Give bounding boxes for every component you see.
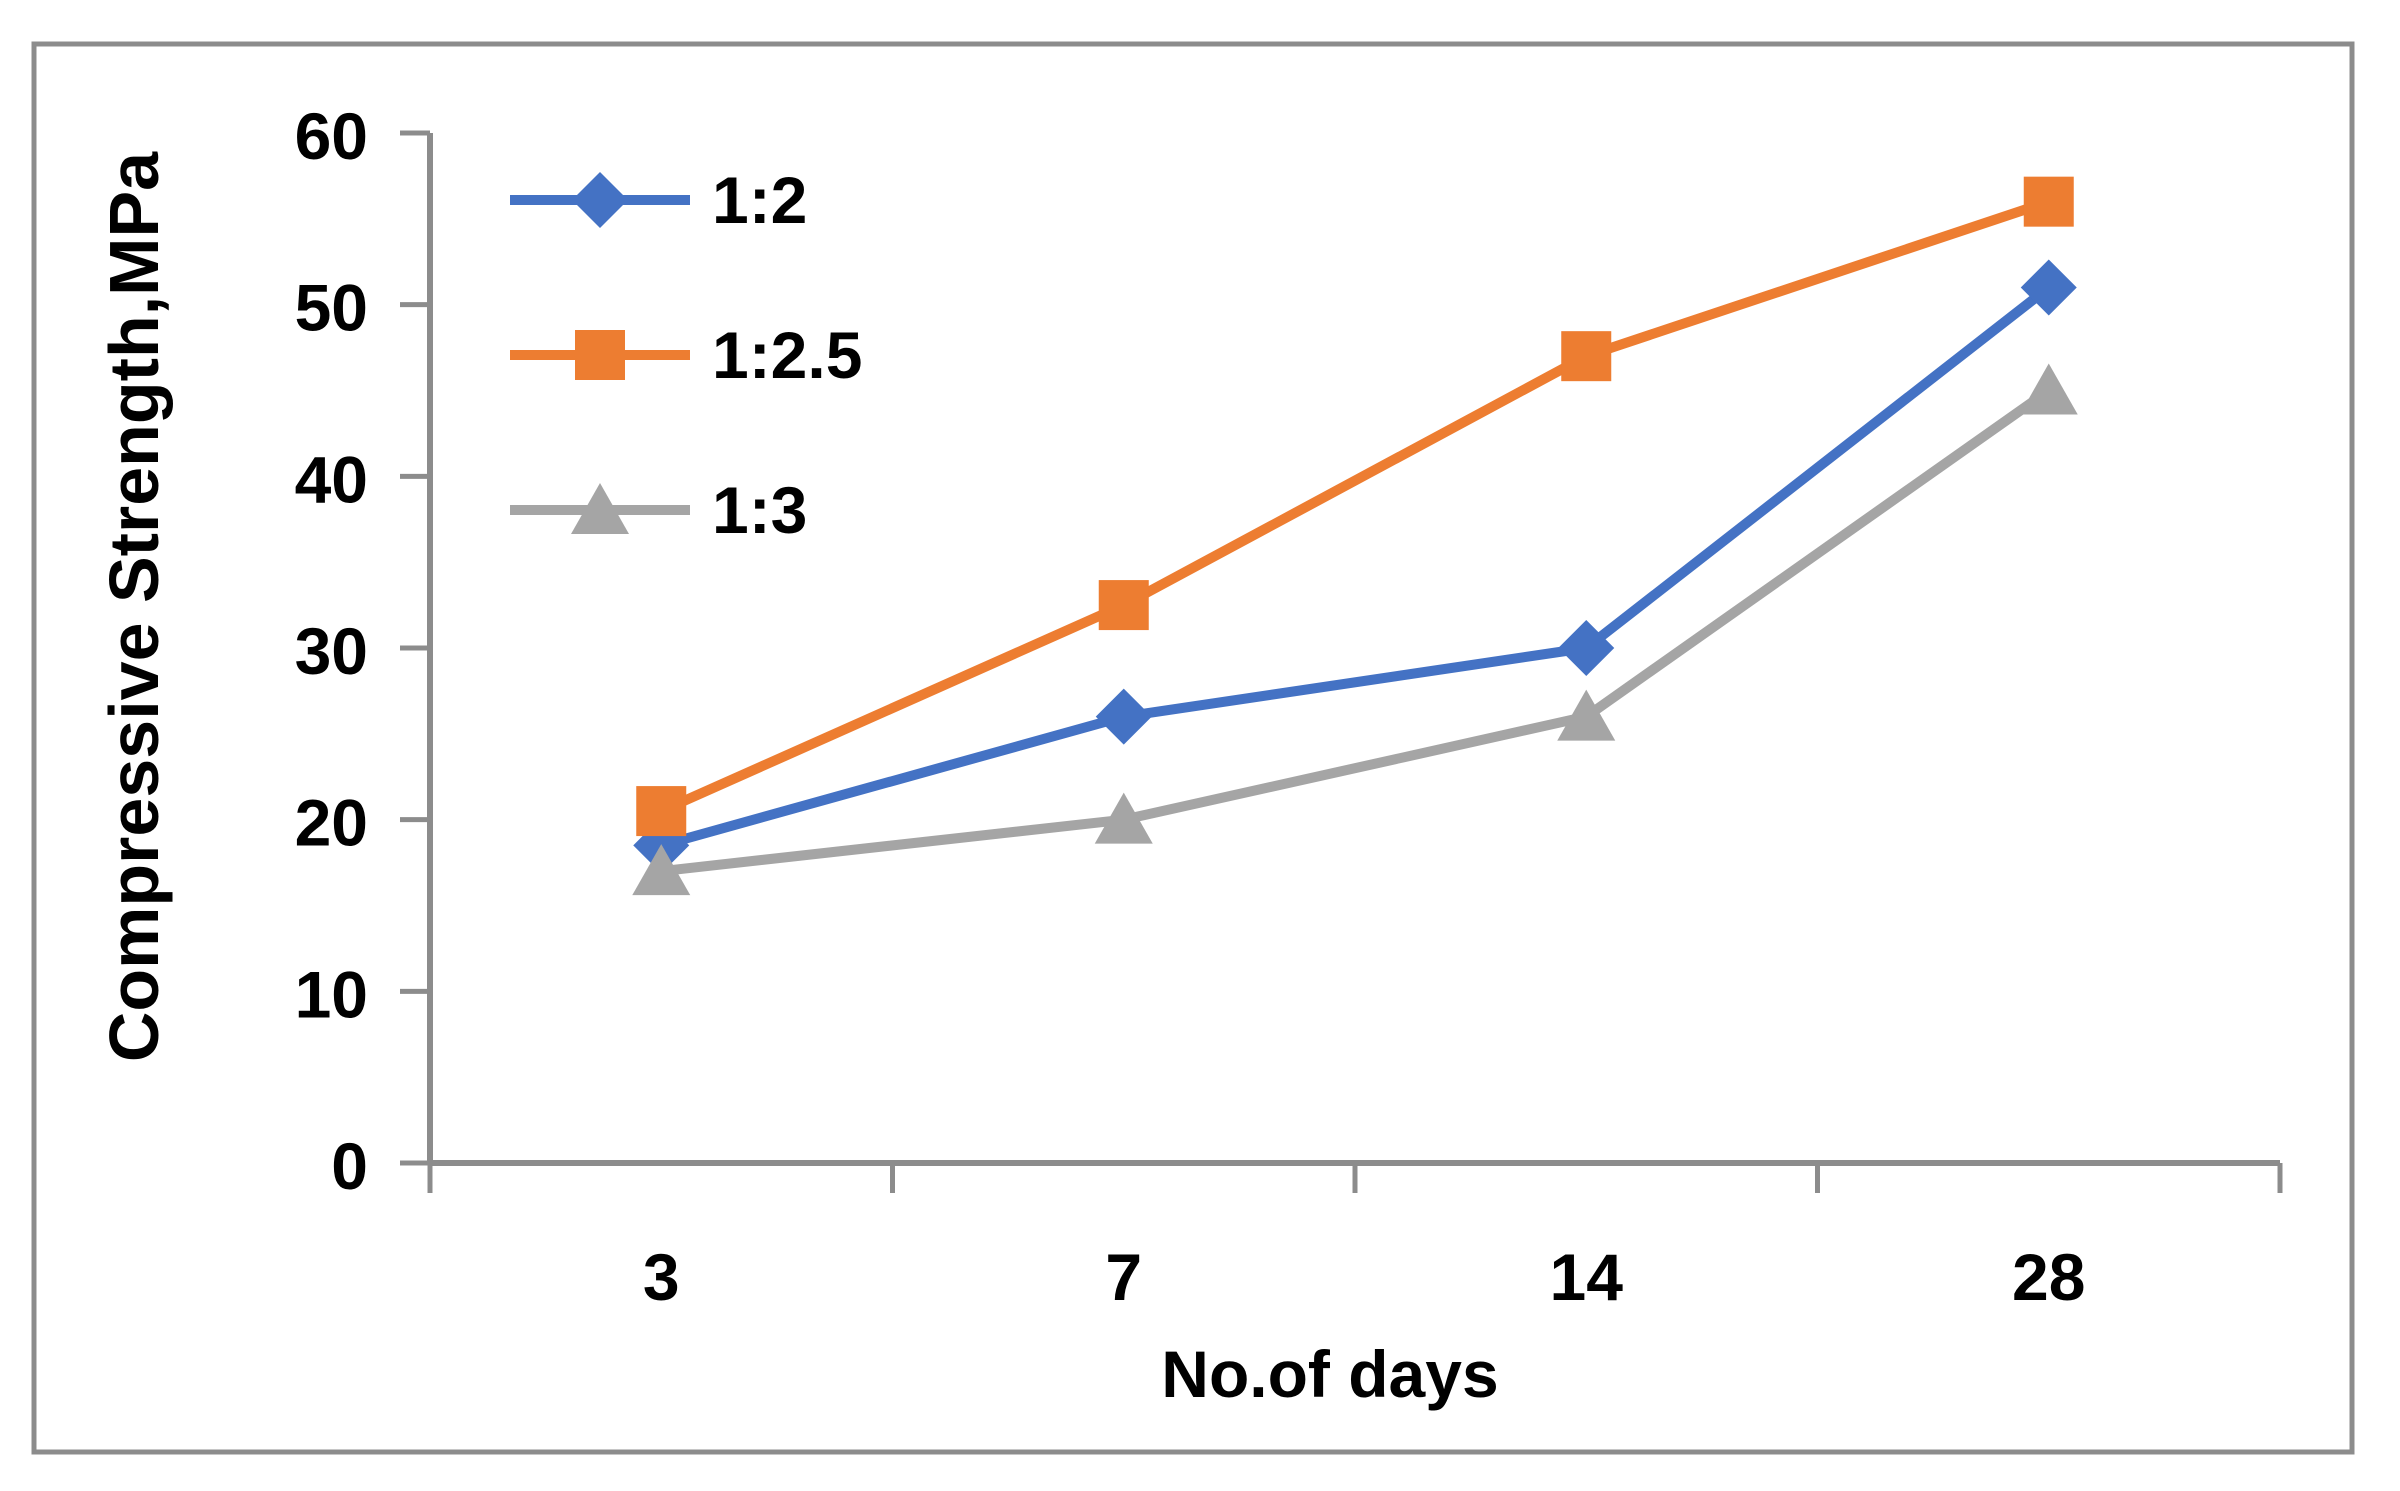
legend-label-1-3: 1:3 — [712, 473, 807, 547]
y-tick-label: 20 — [295, 786, 368, 860]
series-marker-1-2 — [2020, 259, 2077, 316]
legend-marker-1-3 — [571, 483, 629, 534]
series-marker-1-2 — [1558, 620, 1615, 676]
y-tick-label: 0 — [331, 1129, 368, 1203]
y-tick-label: 10 — [295, 957, 368, 1031]
x-tick-label: 28 — [2012, 1240, 2085, 1314]
y-axis-title: Compressive Strength,MPa — [95, 151, 173, 1062]
series-marker-1-3 — [1557, 689, 1616, 741]
series-line-1-2-5 — [659, 196, 2051, 816]
series-marker-1-2-5 — [2023, 176, 2074, 227]
series-marker-1-3 — [632, 844, 691, 896]
legend-marker-1-2 — [572, 172, 628, 228]
x-tick-label: 14 — [1550, 1240, 1624, 1314]
y-tick-label: 60 — [295, 99, 368, 173]
legend-label-1-2-5: 1:2.5 — [712, 318, 862, 392]
series-marker-1-2-5 — [1561, 331, 1612, 382]
y-tick-label: 30 — [295, 614, 368, 688]
figure-border — [31, 41, 2355, 1455]
series-line-1-3 — [660, 386, 2052, 877]
series-marker-1-2-5 — [636, 786, 687, 837]
series-marker-1-3 — [1094, 792, 1153, 844]
series-line-1-2 — [659, 283, 2052, 851]
y-tick-label: 50 — [295, 271, 368, 345]
legend-label-1-2: 1:2 — [712, 163, 807, 237]
x-tick-label: 7 — [1105, 1240, 1142, 1314]
legend-marker-1-2-5 — [575, 330, 625, 380]
series-marker-1-2 — [1095, 688, 1152, 745]
x-axis-title: No.of days — [1161, 1337, 1498, 1411]
series-marker-1-2-5 — [1098, 580, 1149, 631]
series-marker-1-3 — [2019, 363, 2078, 415]
x-tick-label: 3 — [643, 1240, 680, 1314]
y-tick-label: 40 — [295, 442, 368, 516]
